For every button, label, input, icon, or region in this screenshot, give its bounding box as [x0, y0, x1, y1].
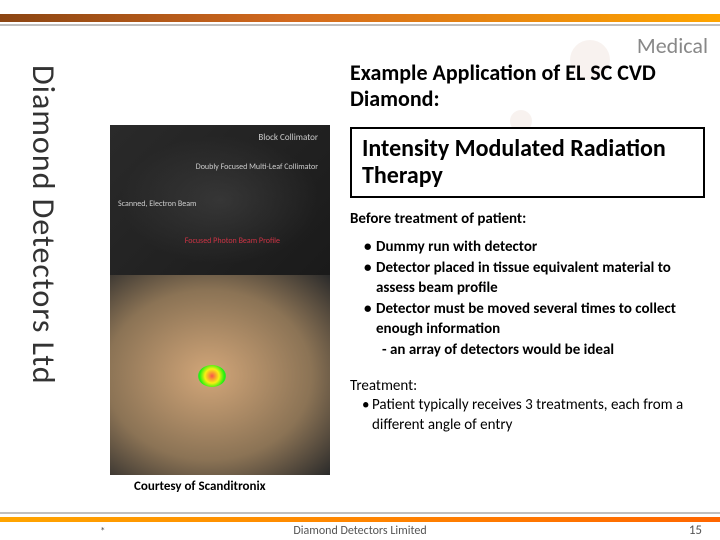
bottom-divider — [0, 512, 720, 514]
figure-label-block: Block Collimator — [258, 133, 318, 143]
figure-label-multileaf: Doubly Focused Multi-Leaf Collimator — [196, 163, 318, 172]
category-label: Medical — [637, 32, 708, 59]
figure-label-photon: Focused Photon Beam Profile — [185, 237, 280, 246]
bullet-item: Detector placed in tissue equivalent mat… — [364, 259, 705, 298]
before-bullet-list: Dummy run with detector Detector placed … — [350, 238, 705, 361]
bottom-accent-bar — [0, 517, 720, 522]
sidebar-company-name: Diamond Detectors Ltd — [24, 65, 63, 445]
top-divider — [0, 24, 720, 26]
figure-collimator-diagram: Block Collimator Doubly Focused Multi-Le… — [110, 125, 330, 275]
figure-patient-phantom — [110, 275, 330, 475]
treatment-section: Treatment: Patient typically receives 3 … — [350, 377, 705, 436]
illustration-figure: Block Collimator Doubly Focused Multi-Le… — [110, 125, 330, 475]
content-boxed-heading: Intensity Modulated Radiation Therapy — [350, 127, 705, 198]
bullet-subline: - an array of detectors would be ideal — [364, 341, 705, 361]
treatment-label: Treatment: — [350, 377, 705, 397]
before-treatment-label: Before treatment of patient: — [350, 210, 705, 228]
top-accent-bar — [0, 14, 720, 22]
treatment-bullet: Patient typically receives 3 treatments,… — [350, 396, 705, 435]
bullet-item: Dummy run with detector — [364, 238, 705, 258]
bullet-item: Detector must be moved several times to … — [364, 300, 705, 339]
footer-company: Diamond Detectors Limited — [0, 524, 720, 538]
content-region: Example Application of EL SC CVD Diamond… — [350, 60, 705, 435]
content-title: Example Application of EL SC CVD Diamond… — [350, 60, 705, 113]
page-number: 15 — [689, 523, 702, 538]
figure-label-beam: Scanned, Electron Beam — [118, 200, 196, 209]
figure-credit: Courtesy of Scanditronix — [130, 478, 270, 495]
